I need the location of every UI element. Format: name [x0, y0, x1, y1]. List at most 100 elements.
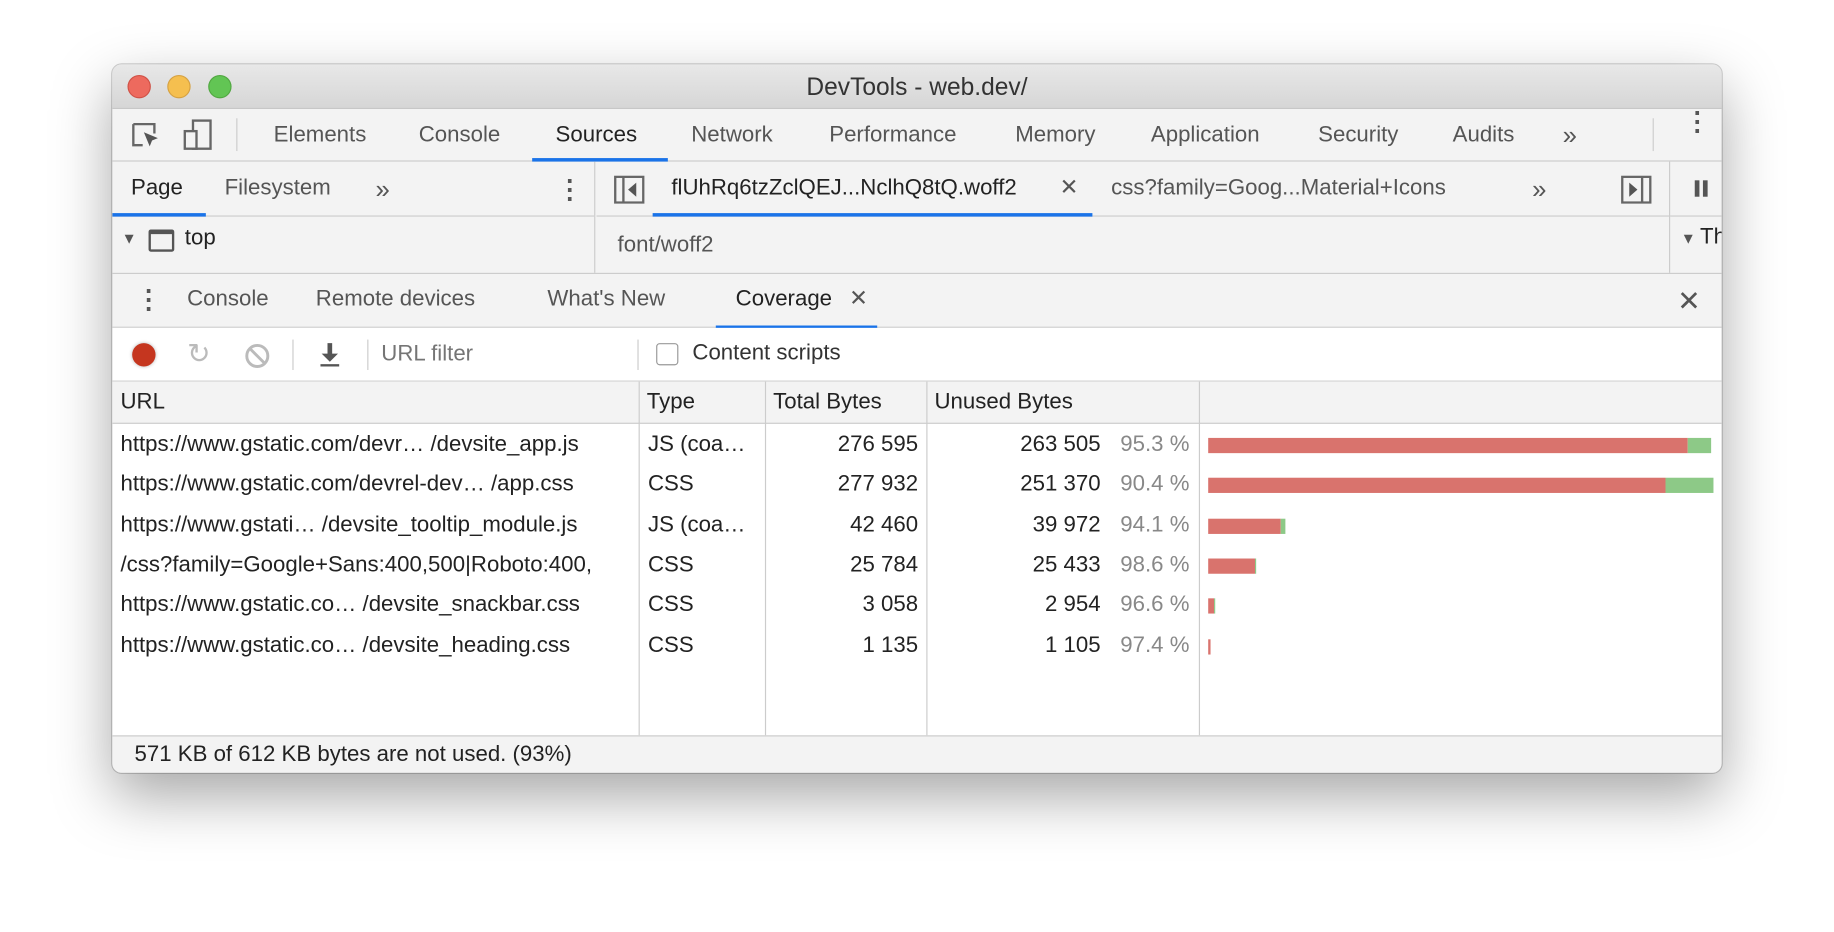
tab-elements[interactable]: Elements — [273, 122, 367, 148]
window-title: DevTools - web.dev/ — [806, 73, 1028, 101]
customize-menu-icon[interactable]: ⋮ — [1684, 106, 1710, 136]
tab-audits[interactable]: Audits — [1452, 122, 1515, 148]
used-bar — [1687, 437, 1712, 454]
table-row[interactable]: https://www.gstati… /devsite_tooltip_mod… — [112, 505, 1721, 545]
debugger-pane: ▼ Th — [1669, 161, 1722, 273]
status-bar: 571 KB of 612 KB bytes are not used. (93… — [112, 735, 1722, 773]
export-icon[interactable] — [318, 342, 341, 368]
row-total-bytes: 277 932 — [837, 472, 919, 497]
close-coverage-tab-icon[interactable]: ✕ — [849, 286, 868, 312]
navigator-pane: Page Filesystem » ⋮ ▼ top — [112, 161, 596, 273]
record-button[interactable] — [132, 343, 156, 367]
column-header-total-bytes[interactable]: Total Bytes — [773, 389, 882, 415]
row-type: CSS — [647, 592, 694, 618]
table-row[interactable]: https://www.gstatic.co… /devsite_heading… — [112, 626, 1721, 666]
tab-security[interactable]: Security — [1318, 122, 1399, 148]
row-type: CSS — [647, 552, 694, 578]
row-unused-percent: 96.6 % — [1120, 592, 1190, 618]
tab-application[interactable]: Application — [1150, 122, 1260, 148]
close-window-button[interactable] — [127, 74, 151, 99]
expand-arrow-icon[interactable]: ▼ — [121, 229, 137, 248]
row-unused-bytes: 1 105 — [1044, 632, 1101, 658]
table-header: URL Type Total Bytes Unused Bytes — [112, 381, 1722, 424]
toggle-navigator-icon[interactable] — [614, 175, 645, 204]
drawer-tab-coverage[interactable]: Coverage — [735, 286, 833, 312]
drawer-tab-remote-devices[interactable]: Remote devices — [315, 286, 476, 312]
drawer-tab-what-s-new[interactable]: What's New — [547, 286, 666, 312]
table-row[interactable]: https://www.gstatic.com/devr… /devsite_a… — [112, 425, 1721, 465]
main-toolbar: Elements Console Sources Network Performance… — [112, 106, 1722, 162]
tab-console[interactable]: Console — [418, 122, 501, 148]
used-bar — [1280, 518, 1286, 534]
editor-tab-woff2[interactable]: flUhRq6tzZclQEJ...NclhQ8tQ.woff2 — [671, 175, 1017, 201]
inspect-element-icon[interactable] — [131, 122, 161, 150]
close-tab-icon[interactable]: ✕ — [1059, 175, 1079, 201]
editor-content: font/woff2 — [617, 233, 714, 258]
row-total-bytes: 276 595 — [837, 432, 919, 457]
row-total-bytes: 25 784 — [850, 552, 919, 578]
url-filter-input[interactable] — [381, 337, 627, 373]
reload-icon[interactable]: ↻ — [187, 338, 211, 371]
tab-performance[interactable]: Performance — [829, 122, 957, 148]
drawer-menu-icon[interactable]: ⋮ — [135, 284, 162, 314]
tab-filesystem[interactable]: Filesystem — [224, 175, 331, 201]
row-type: JS (coa… — [647, 512, 746, 537]
row-url: https://www.gstati… /devsite_tooltip_mod… — [120, 512, 578, 537]
title-bar: DevTools - web.dev/ — [112, 64, 1722, 109]
drawer-tab-console[interactable]: Console — [187, 286, 269, 312]
row-unused-bytes: 263 505 — [1020, 432, 1101, 457]
row-url: /css?family=Google+Sans:400,500|Roboto:4… — [120, 552, 593, 578]
content-scripts-checkbox[interactable] — [656, 343, 679, 366]
row-total-bytes: 42 460 — [850, 512, 919, 537]
unused-bar — [1208, 638, 1211, 654]
minimize-window-button[interactable] — [167, 74, 191, 99]
zoom-window-button[interactable] — [208, 74, 232, 99]
navigator-menu-icon[interactable]: ⋮ — [556, 174, 583, 204]
tab-memory[interactable]: Memory — [1015, 122, 1096, 148]
row-url: https://www.gstatic.com/devrel-dev… /app… — [120, 472, 574, 497]
row-unused-percent: 98.6 % — [1120, 552, 1190, 578]
more-navigator-tabs-icon[interactable]: » — [375, 174, 390, 204]
row-unused-percent: 94.1 % — [1120, 512, 1190, 537]
row-unused-bytes: 39 972 — [1032, 512, 1101, 537]
row-unused-percent: 90.4 % — [1120, 472, 1190, 497]
column-header-unused-bytes[interactable]: Unused Bytes — [934, 389, 1073, 415]
row-unused-bytes: 251 370 — [1020, 472, 1101, 497]
tab-page[interactable]: Page — [130, 175, 183, 201]
devtools-window: DevTools - web.dev/ Elements Console Sourc… — [112, 64, 1722, 773]
table-row[interactable]: /css?family=Google+Sans:400,500|Roboto:4… — [112, 546, 1721, 586]
unused-bar — [1208, 437, 1688, 454]
device-toolbar-icon[interactable] — [182, 118, 212, 151]
unused-bar — [1208, 518, 1281, 534]
row-total-bytes: 3 058 — [862, 592, 919, 618]
more-tabs-icon[interactable]: » — [1562, 120, 1577, 150]
clear-icon[interactable] — [244, 343, 270, 369]
table-row[interactable]: https://www.gstatic.com/devrel-dev… /app… — [112, 465, 1721, 505]
row-unused-percent: 97.4 % — [1120, 632, 1190, 658]
coverage-toolbar: ↻ Content scripts — [112, 327, 1722, 382]
drawer-tabbar: ⋮ Console Remote devices What's New Coverag… — [112, 272, 1722, 330]
tab-sources[interactable]: Sources — [555, 122, 638, 148]
used-bar — [1254, 558, 1256, 574]
column-header-url[interactable]: URL — [120, 389, 165, 415]
column-header-type[interactable]: Type — [646, 389, 695, 415]
active-tab-indicator — [532, 158, 668, 162]
coverage-table: URL Type Total Bytes Unused Bytes https:… — [112, 381, 1722, 736]
tab-network[interactable]: Network — [691, 122, 773, 148]
unused-bar — [1208, 558, 1255, 574]
table-row[interactable]: https://www.gstatic.co… /devsite_snackba… — [112, 586, 1721, 626]
row-unused-percent: 95.3 % — [1120, 432, 1190, 457]
row-url: https://www.gstatic.co… /devsite_snackba… — [120, 592, 580, 618]
editor-tab-css[interactable]: css?family=Goog...Material+Icons — [1111, 175, 1446, 201]
close-drawer-icon[interactable]: ✕ — [1677, 285, 1701, 318]
row-url: https://www.gstatic.co… /devsite_heading… — [120, 632, 571, 658]
toggle-debugger-icon[interactable] — [1621, 175, 1652, 204]
tree-item-top[interactable]: top — [184, 225, 216, 251]
more-editor-tabs-icon[interactable]: » — [1532, 174, 1547, 204]
row-unused-bytes: 25 433 — [1032, 552, 1101, 578]
frame-icon — [148, 229, 175, 252]
pause-icon[interactable] — [1694, 180, 1700, 197]
debugger-section[interactable]: ▼ Th — [1680, 224, 1722, 250]
row-type: CSS — [647, 632, 694, 658]
row-unused-bytes: 2 954 — [1044, 592, 1101, 618]
